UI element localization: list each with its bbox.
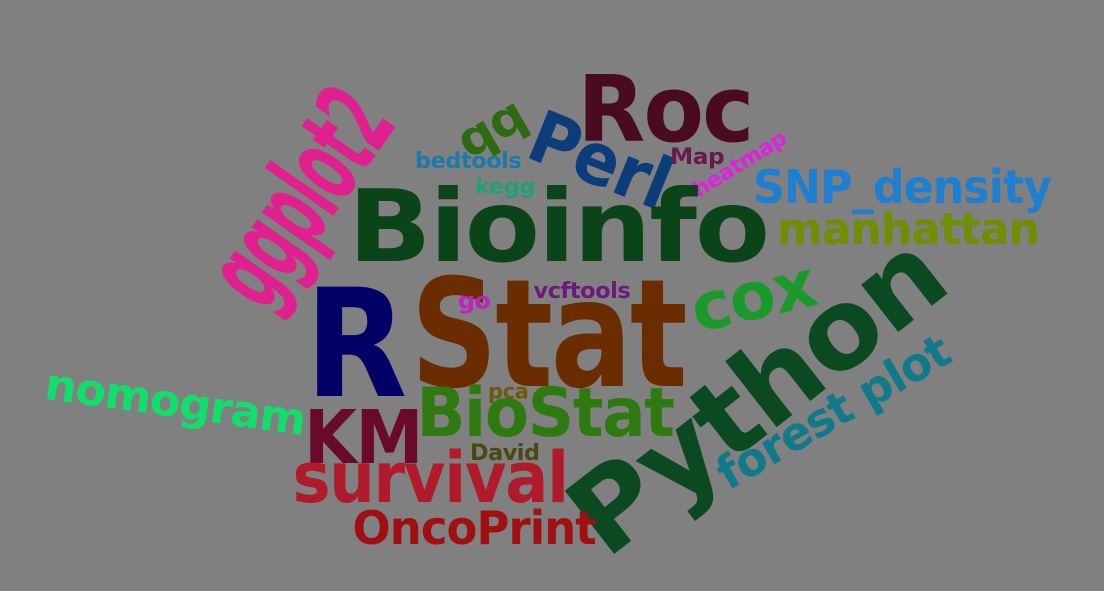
word-kegg: kegg [475,174,536,199]
word-nomogram: nomogram [41,359,309,447]
word-biostat: BioStat [416,374,675,453]
word-pca: pca [488,379,529,404]
word-snp-density: SNP_density [753,160,1052,214]
word-vcftools: vcftools [533,279,631,304]
word-roc: Roc [577,56,755,163]
word-bedtools: bedtools [415,149,522,174]
word-go: go [458,288,491,315]
word-david: David [470,441,540,466]
word-km: KM [304,395,423,481]
word-survival: survival [292,437,570,519]
word-stat: Stat [410,248,688,422]
word-oncoprint: OncoPrint [352,501,597,555]
word-manhattan: manhattan [777,204,1040,255]
word-r: R [305,258,407,432]
word-bioinfo: Bioinfo [348,168,770,285]
word-map: Map [670,145,725,170]
